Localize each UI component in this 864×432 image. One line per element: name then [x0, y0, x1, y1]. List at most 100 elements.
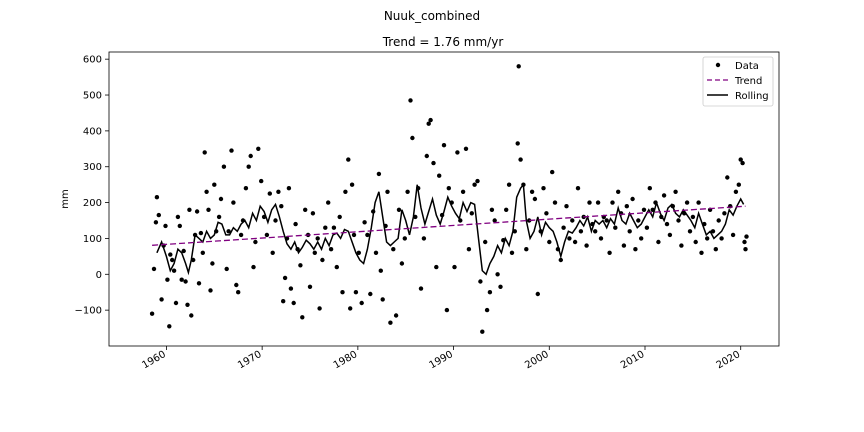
data-point: [243, 186, 249, 191]
y-tick-label: 400: [83, 126, 102, 137]
data-point: [696, 200, 701, 205]
legend-box: [702, 56, 774, 107]
data-point: [604, 218, 609, 223]
data-point: [353, 290, 359, 295]
data-point: [621, 243, 627, 248]
data-point: [298, 263, 303, 268]
data-point: [434, 264, 439, 270]
data-point: [431, 160, 436, 166]
data-point: [483, 239, 488, 245]
data-point: [561, 225, 566, 230]
data-point: [567, 236, 572, 241]
data-point: [343, 189, 348, 194]
data-point: [475, 178, 480, 184]
data-point: [171, 268, 177, 273]
data-point: [251, 264, 256, 270]
y-tick-label: 100: [83, 234, 102, 245]
data-point: [424, 153, 429, 159]
data-point: [385, 189, 390, 194]
data-point: [639, 236, 644, 241]
data-point: [253, 239, 258, 245]
data-point: [705, 236, 710, 241]
data-point: [246, 164, 251, 169]
legend-data-marker: [715, 62, 721, 68]
data-point: [286, 186, 292, 191]
x-tick-label: 1960: [140, 349, 168, 371]
data-point: [575, 186, 581, 191]
data-point: [487, 290, 493, 295]
data-point: [340, 290, 345, 295]
data-point: [248, 153, 253, 159]
data-point: [515, 141, 520, 146]
data-point: [641, 207, 647, 212]
x-tick-label: 1980: [332, 349, 360, 371]
y-tick-label: 200: [83, 198, 102, 209]
data-point: [346, 157, 351, 162]
data-point: [661, 193, 667, 198]
data-point: [388, 320, 393, 325]
data-point: [687, 229, 693, 234]
data-point: [466, 247, 472, 252]
data-point: [636, 218, 641, 223]
data-point: [210, 261, 215, 266]
data-point: [402, 236, 407, 241]
x-tick-label: 1990: [428, 349, 456, 371]
data-point: [351, 232, 357, 238]
data-point: [630, 196, 635, 202]
data-point: [484, 307, 490, 313]
data-point: [572, 239, 578, 245]
data-point: [744, 234, 749, 239]
data-point: [498, 284, 503, 289]
data-point: [259, 178, 264, 184]
data-point: [725, 175, 730, 180]
plot-area: [108, 51, 780, 347]
data-point: [480, 329, 485, 334]
data-point: [690, 214, 696, 220]
data-point: [391, 247, 396, 252]
data-point: [610, 200, 615, 205]
data-point: [719, 236, 724, 241]
data-point: [587, 200, 592, 205]
y-tick-label: 600: [83, 55, 102, 66]
data-point: [218, 196, 224, 202]
data-point: [153, 220, 159, 225]
data-point: [154, 195, 160, 200]
data-point: [578, 229, 584, 234]
data-point: [165, 277, 170, 282]
x-axis-ticks: 1960 1970 1980 1990 2000 2010 2020: [140, 346, 742, 371]
data-point: [684, 200, 690, 205]
data-point: [495, 272, 500, 277]
data-point: [624, 204, 629, 209]
data-point: [264, 232, 270, 238]
data-point: [229, 148, 234, 153]
data-point: [173, 300, 179, 306]
data-point: [616, 189, 621, 194]
data-point: [170, 257, 175, 263]
data-point: [506, 182, 512, 187]
data-point: [552, 200, 558, 205]
y-tick-label: −100: [75, 306, 102, 317]
data-point: [256, 146, 261, 151]
x-tick-label: 2020: [715, 349, 743, 371]
y-tick-label: 300: [83, 162, 102, 173]
data-point: [396, 207, 402, 212]
data-point: [535, 291, 540, 297]
data-point: [607, 250, 612, 255]
data-point: [282, 275, 288, 281]
data-point: [550, 169, 555, 175]
data-point: [224, 266, 229, 272]
data-point: [312, 250, 317, 255]
data-point: [469, 211, 474, 216]
data-point: [516, 64, 521, 69]
data-point: [194, 209, 200, 214]
data-point: [492, 218, 497, 223]
data-point: [177, 223, 182, 229]
data-point: [713, 247, 718, 252]
data-point: [168, 252, 173, 257]
data-point: [441, 143, 447, 148]
data-point: [716, 218, 721, 223]
chart-title: Trend = 1.76 mm/yr: [382, 35, 504, 49]
data-point: [362, 220, 367, 225]
data-point: [267, 191, 272, 196]
data-point: [647, 186, 652, 191]
